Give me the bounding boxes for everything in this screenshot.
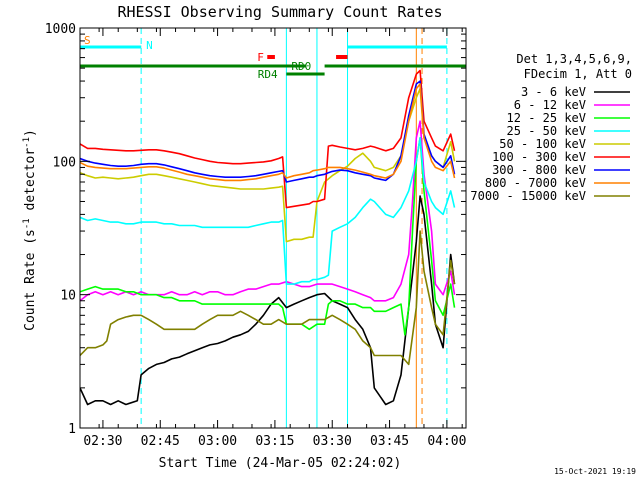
y-tick-label-0: 1 xyxy=(68,422,76,437)
x-tick-label-3: 03:15 xyxy=(255,434,294,449)
rd4-label: RD4 xyxy=(258,68,278,81)
series-line-2 xyxy=(80,137,456,336)
flare-flag-label: F xyxy=(257,51,264,64)
series-line-1 xyxy=(80,120,456,302)
footer-timestamp: 15-Oct-2021 19:19 xyxy=(554,467,636,476)
legend-entry-label-0: 3 - 6 keV xyxy=(521,85,586,99)
series-line-3 xyxy=(80,137,456,285)
series-line-5 xyxy=(80,69,456,209)
legend: Det 1,3,4,5,6,9, FDecim 1, Att 0 3 - 6 k… xyxy=(470,52,632,203)
legend-entry-label-8: 7000 - 15000 keV xyxy=(470,189,586,203)
x-tick-label-5: 03:45 xyxy=(370,434,409,449)
legend-entry-label-3: 25 - 50 keV xyxy=(507,124,586,138)
x-axis-label: Start Time (24-Mar-05 02:24:02) xyxy=(159,456,402,471)
y-axis-label: Count Rate (s-1 detector-1) xyxy=(22,129,38,331)
legend-entry-label-4: 50 - 100 keV xyxy=(499,137,586,151)
x-tick-label-2: 03:00 xyxy=(198,434,237,449)
x-tick-label-4: 03:30 xyxy=(313,434,352,449)
x-tick-label-6: 04:00 xyxy=(427,434,466,449)
series-line-6 xyxy=(80,80,456,183)
series-line-7 xyxy=(80,83,456,182)
series-line-0 xyxy=(80,195,456,406)
night-label: N xyxy=(146,39,153,52)
series-line-8 xyxy=(80,230,456,366)
rd0-label: RD0 xyxy=(291,60,311,73)
saa-label: S xyxy=(84,34,91,47)
legend-entry-label-7: 800 - 7000 keV xyxy=(485,176,586,190)
legend-entry-label-5: 100 - 300 keV xyxy=(492,150,586,164)
y-tick-label-3: 1000 xyxy=(45,22,76,37)
legend-entry-label-2: 12 - 25 keV xyxy=(507,111,586,125)
y-tick-label-1: 10 xyxy=(60,289,76,304)
plot-frame xyxy=(79,27,467,429)
legend-header-line-2: FDecim 1, Att 0 xyxy=(524,67,632,81)
x-tick-label-0: 02:30 xyxy=(83,434,122,449)
legend-entry-label-1: 6 - 12 keV xyxy=(514,98,586,112)
legend-header-line-1: Det 1,3,4,5,6,9, xyxy=(516,52,632,66)
y-tick-label-2: 100 xyxy=(53,155,76,170)
legend-entry-label-6: 300 - 800 keV xyxy=(492,163,586,177)
chart-title: RHESSI Observing Summary Count Rates xyxy=(117,3,442,21)
x-tick-label-1: 02:45 xyxy=(141,434,180,449)
